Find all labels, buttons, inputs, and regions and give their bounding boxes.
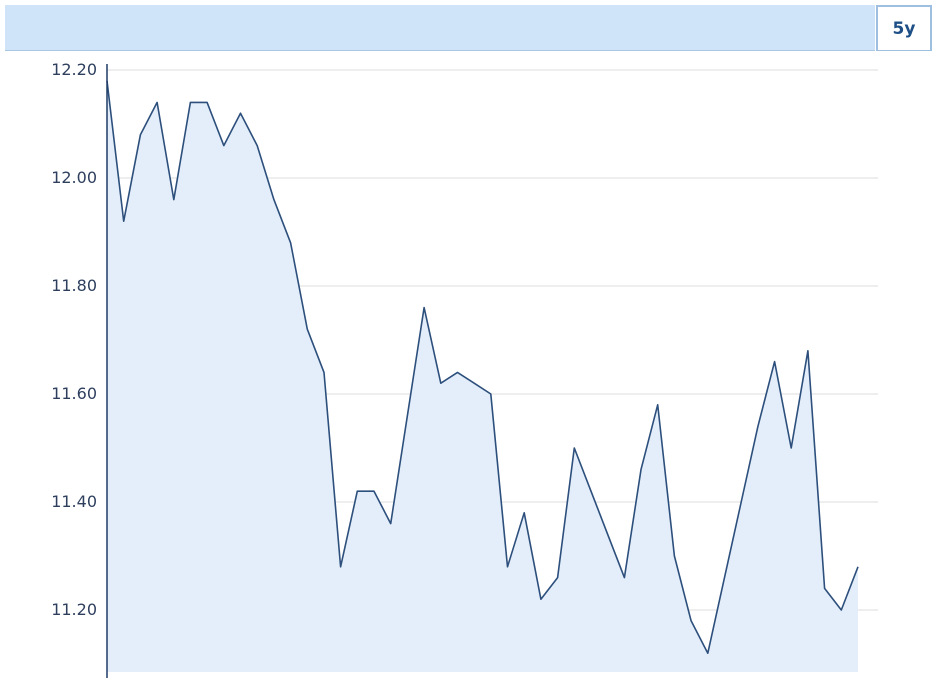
data-point-21 [457,371,459,373]
y-tick-label-0: 12.20 [51,60,97,79]
data-point-30 [607,533,609,535]
data-point-18 [406,415,408,417]
data-point-9 [256,145,258,147]
data-point-12 [306,328,308,330]
data-point-44 [840,609,842,611]
data-point-4 [173,199,175,201]
data-point-33 [657,404,659,406]
data-point-24 [507,566,509,568]
data-point-41 [790,447,792,449]
data-point-31 [623,577,625,579]
data-point-15 [356,490,358,492]
data-point-22 [473,382,475,384]
data-point-3 [156,101,158,103]
data-point-39 [757,425,759,427]
data-point-8 [240,112,242,114]
data-point-10 [273,199,275,201]
data-point-34 [673,555,675,557]
data-point-16 [373,490,375,492]
data-point-28 [573,447,575,449]
data-point-35 [690,620,692,622]
data-point-13 [323,371,325,373]
data-point-14 [340,566,342,568]
chart-header-bar [5,5,875,51]
data-point-32 [640,469,642,471]
data-point-7 [223,145,225,147]
data-point-2 [139,134,141,136]
data-point-20 [440,382,442,384]
y-tick-label-4: 11.40 [51,492,97,511]
data-point-19 [423,307,425,309]
data-point-23 [490,393,492,395]
data-point-1 [123,220,125,222]
y-tick-label-3: 11.60 [51,384,97,403]
area-fill [107,80,858,673]
y-tick-label-1: 12.00 [51,168,97,187]
data-point-36 [707,652,709,654]
data-point-29 [590,490,592,492]
data-point-38 [740,501,742,503]
y-tick-label-5: 11.20 [51,600,97,619]
data-point-37 [724,577,726,579]
data-point-6 [206,101,208,103]
data-point-27 [557,577,559,579]
y-tick-label-2: 11.80 [51,276,97,295]
data-point-43 [824,587,826,589]
data-point-45 [857,566,859,568]
data-point-42 [807,350,809,352]
data-point-26 [540,598,542,600]
y-tick-labels: 12.20 12.00 11.80 11.60 11.40 11.20 [51,60,97,619]
data-point-17 [390,523,392,525]
data-point-0 [106,80,108,82]
series-line [106,80,859,655]
data-point-25 [523,512,525,514]
data-point-40 [774,361,776,363]
data-point-11 [290,242,292,244]
data-point-5 [189,101,191,103]
range-tab-5y[interactable]: 5y [876,5,932,51]
